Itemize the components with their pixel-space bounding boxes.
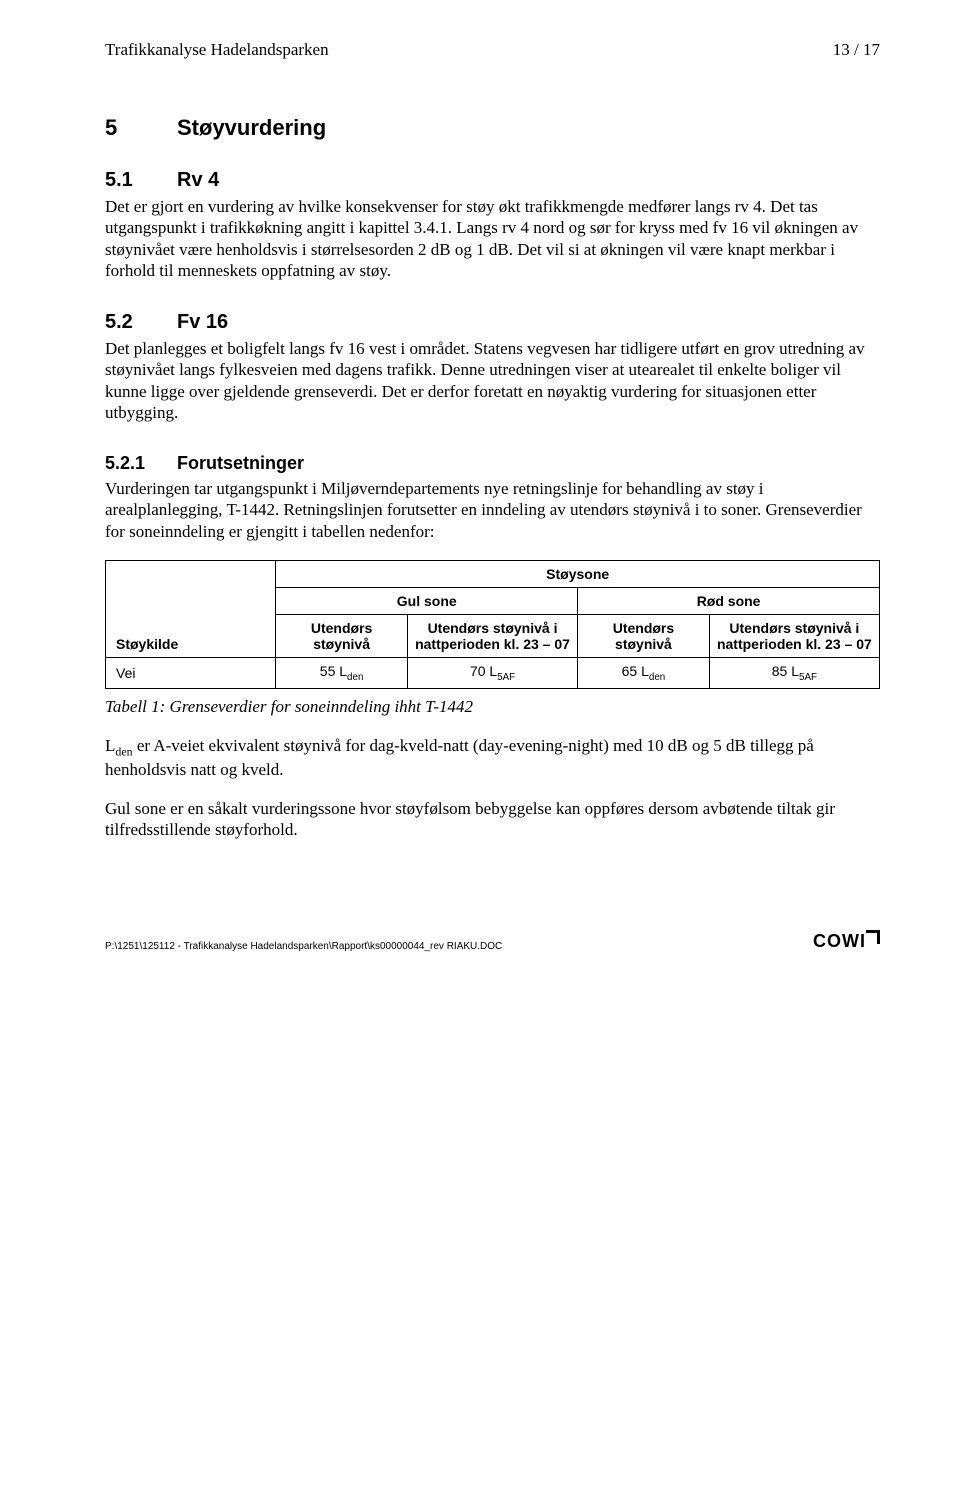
heading-text: Støyvurdering [177, 115, 326, 140]
page-number: 13 / 17 [833, 40, 880, 60]
cell-value: 85 L [772, 663, 799, 679]
heading-text: Fv 16 [177, 311, 228, 333]
col-header-gul: Gul sone [276, 587, 578, 614]
paragraph: Vurderingen tar utgangspunkt i Miljøvern… [105, 478, 880, 542]
heading-number: 5.2 [105, 311, 177, 334]
footer-path: P:\1251\125112 - Trafikkanalyse Hadeland… [105, 941, 502, 952]
heading-5-2: 5.2Fv 16 [105, 311, 880, 334]
heading-5-1: 5.1Rv 4 [105, 169, 880, 192]
cell-value: 55 L [320, 663, 347, 679]
cell: 55 Lden [276, 657, 408, 688]
col-header-stoysone: Støysone [276, 560, 880, 587]
heading-text: Forutsetninger [177, 453, 304, 473]
heading-number: 5 [105, 115, 177, 141]
heading-number: 5.2.1 [105, 453, 177, 474]
text: er A-veiet ekvivalent støynivå for dag-k… [105, 736, 814, 779]
cell: 65 Lden [578, 657, 710, 688]
cell-sub: 5AF [497, 672, 515, 683]
logo-mark-icon [866, 930, 880, 944]
zone-table: Støykilde Støysone Gul sone Rød sone Ute… [105, 560, 880, 689]
paragraph: Det er gjort en vurdering av hvilke kons… [105, 196, 880, 281]
col-header: Utendørs støynivå i nattperioden kl. 23 … [407, 614, 577, 657]
col-header: Utendørs støynivå [276, 614, 408, 657]
paragraph: Lden er A-veiet ekvivalent støynivå for … [105, 735, 880, 781]
cell-sub: 5AF [799, 672, 817, 683]
col-header-stoykilde: Støykilde [106, 560, 276, 657]
heading-5: 5Støyvurdering [105, 115, 880, 141]
heading-text: Rv 4 [177, 169, 219, 191]
paragraph: Gul sone er en såkalt vurderingssone hvo… [105, 798, 880, 841]
cell-sub: den [347, 672, 363, 683]
cell: 70 L5AF [407, 657, 577, 688]
page-footer: P:\1251\125112 - Trafikkanalyse Hadeland… [105, 931, 880, 952]
col-header-rod: Rød sone [578, 587, 880, 614]
doc-title: Trafikkanalyse Hadelandsparken [105, 40, 329, 60]
paragraph: Det planlegges et boligfelt langs fv 16 … [105, 338, 880, 423]
col-header: Utendørs støynivå [578, 614, 710, 657]
table-row: Vei 55 Lden 70 L5AF 65 Lden 85 L5AF [106, 657, 880, 688]
cell-value: 65 L [622, 663, 649, 679]
heading-5-2-1: 5.2.1Forutsetninger [105, 453, 880, 474]
row-label: Vei [106, 657, 276, 688]
cell: 85 L5AF [709, 657, 879, 688]
page-header: Trafikkanalyse Hadelandsparken 13 / 17 [105, 40, 880, 60]
cell-sub: den [649, 672, 665, 683]
heading-number: 5.1 [105, 169, 177, 192]
table-row: Støykilde Støysone [106, 560, 880, 587]
col-header: Utendørs støynivå i nattperioden kl. 23 … [709, 614, 879, 657]
cell-value: 70 L [470, 663, 497, 679]
text-sub: den [115, 744, 132, 758]
text: L [105, 736, 115, 755]
table-caption: Tabell 1: Grenseverdier for soneinndelin… [105, 697, 880, 717]
logo-text: COWI [813, 931, 866, 951]
cowi-logo: COWI [813, 931, 880, 952]
